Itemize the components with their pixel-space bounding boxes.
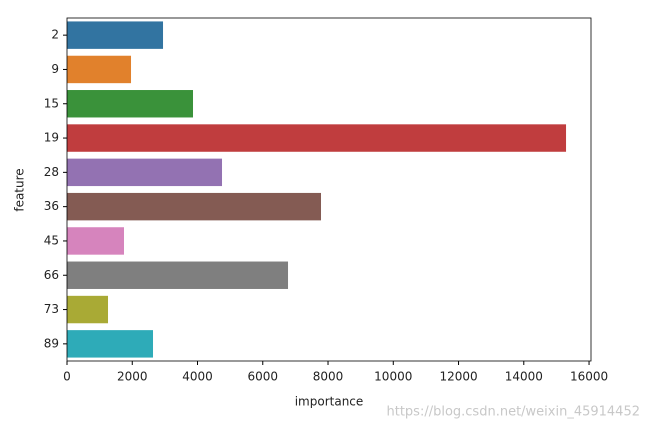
y-tick-label: 73 (44, 302, 59, 316)
x-tick-label: 0 (63, 370, 71, 384)
watermark: https://blog.csdn.net/weixin_45914452 (386, 405, 640, 420)
bar (67, 158, 223, 187)
bar (67, 55, 132, 84)
bar (67, 192, 322, 221)
y-axis-label: feature (13, 168, 27, 211)
bar (67, 21, 164, 49)
y-tick-label: 28 (44, 165, 59, 179)
y-tick-label: 66 (44, 268, 59, 282)
x-tick-label: 6000 (247, 370, 278, 384)
x-tick-label: 10000 (374, 370, 412, 384)
x-tick-label: 4000 (182, 370, 213, 384)
bar (67, 90, 194, 118)
bar (67, 261, 289, 289)
y-tick-label: 36 (44, 199, 59, 213)
y-tick-label: 2 (51, 28, 59, 42)
x-tick-label: 14000 (505, 370, 543, 384)
y-tick-label: 15 (44, 96, 59, 110)
x-tick-label: 2000 (117, 370, 148, 384)
bar (67, 124, 567, 152)
y-tick-label: 19 (44, 131, 59, 145)
bar (67, 295, 109, 324)
y-tick-label: 9 (51, 62, 59, 76)
x-tick-label: 16000 (570, 370, 608, 384)
plot-frame (66, 17, 592, 362)
bar (67, 330, 154, 358)
y-tick-label: 45 (44, 233, 59, 247)
y-tick-label: 89 (44, 336, 59, 350)
x-tick-label: 8000 (313, 370, 344, 384)
x-axis-label: importance (295, 395, 364, 409)
x-tick-label: 12000 (439, 370, 477, 384)
bar (67, 227, 125, 255)
